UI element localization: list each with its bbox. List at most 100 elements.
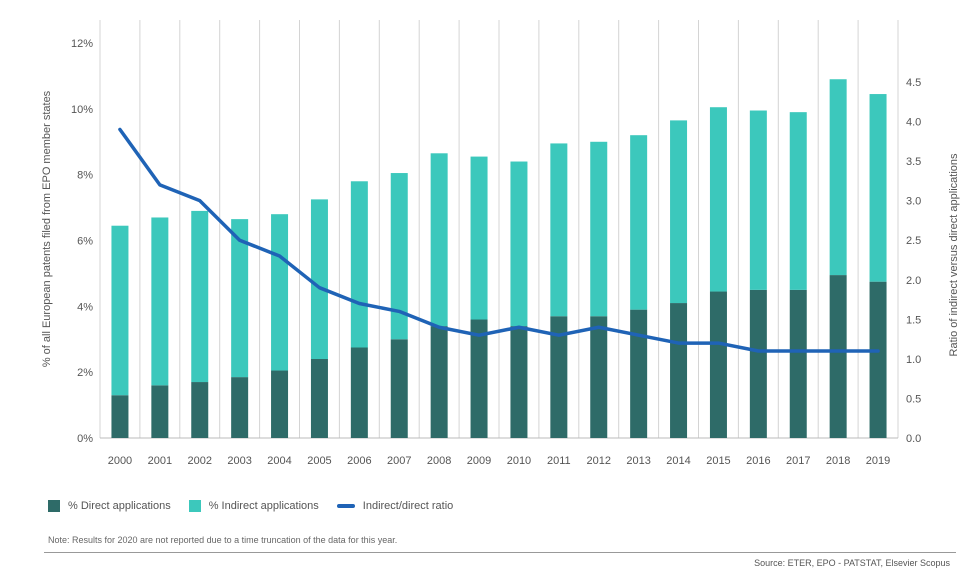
bar-indirect-2002 (191, 210, 209, 383)
bar-indirect-2014 (670, 120, 688, 304)
left-axis-ticks: 0% 2% 4% 6% 8% 10% 12% (71, 38, 93, 445)
y2-tick-label: 4.5 (906, 77, 921, 89)
x-axis-ticks: 2000 2001 2002 2003 2004 2005 2006 2007 2008 2009… (108, 455, 891, 467)
bar-direct-2001 (151, 385, 169, 438)
bar-direct-2019 (869, 281, 887, 438)
x-tick-label: 2010 (507, 455, 531, 467)
y-tick-label: 4% (77, 301, 93, 313)
y-tick-label: 0% (77, 433, 93, 445)
bar-direct-2005 (310, 359, 328, 438)
x-tick-label: 2013 (626, 455, 650, 467)
bar-direct-2009 (470, 319, 488, 438)
ratio-line (118, 127, 880, 353)
bar-indirect-2004 (271, 214, 289, 371)
bar-indirect-2017 (789, 112, 807, 290)
bar-direct-2000 (111, 395, 129, 438)
x-tick-label: 2001 (148, 455, 172, 467)
grid (99, 20, 899, 439)
x-tick-label: 2000 (108, 455, 132, 467)
x-tick-label: 2004 (267, 455, 291, 467)
x-tick-label: 2019 (866, 455, 890, 467)
legend-label-direct: % Direct applications (68, 500, 171, 512)
x-tick-label: 2018 (826, 455, 850, 467)
legend-label-ratio: Indirect/direct ratio (362, 500, 454, 512)
legend-item-direct: % Direct applications (48, 500, 171, 512)
y2-tick-label: 0.0 (906, 433, 921, 445)
chart-note: Note: Results for 2020 are not reported … (48, 535, 398, 545)
y-tick-label: 2% (77, 367, 93, 379)
y-tick-label: 6% (77, 236, 93, 248)
bar-indirect-2010 (510, 161, 528, 327)
x-tick-label: 2017 (786, 455, 810, 467)
legend-swatch-indirect (188, 500, 201, 512)
bar-direct-2004 (271, 370, 289, 438)
bar-indirect-2003 (231, 219, 249, 378)
x-tick-label: 2007 (387, 455, 411, 467)
x-tick-label: 2008 (427, 455, 451, 467)
bar-direct-2016 (749, 289, 767, 438)
x-tick-label: 2011 (547, 455, 571, 467)
bar-indirect-2019 (869, 94, 887, 282)
bar-indirect-2001 (151, 217, 169, 386)
bar-direct-2010 (510, 326, 528, 438)
bar-indirect-2013 (630, 135, 648, 310)
bar-direct-2006 (350, 347, 368, 438)
bar-indirect-2009 (470, 156, 488, 320)
y-tick-label: 10% (71, 104, 93, 116)
bar-indirect-2018 (829, 79, 847, 276)
divider (44, 552, 956, 553)
bar-direct-2007 (390, 339, 408, 438)
x-tick-label: 2002 (188, 455, 212, 467)
y2-tick-label: 3.0 (906, 196, 921, 208)
bar-indirect-2005 (310, 199, 328, 360)
bar-indirect-2011 (550, 143, 568, 317)
bar-direct-2012 (590, 316, 608, 438)
x-tick-label: 2015 (706, 455, 730, 467)
y2-tick-label: 4.0 (906, 117, 921, 129)
x-tick-label: 2016 (746, 455, 770, 467)
bar-direct-2008 (430, 326, 448, 438)
x-tick-label: 2009 (467, 455, 491, 467)
y2-tick-label: 2.0 (906, 275, 921, 287)
right-axis-ticks: 0.0 0.5 1.0 1.5 2.0 2.5 3.0 3.5 4.0 4.5 (906, 77, 921, 445)
bar-indirect-2012 (590, 141, 608, 317)
y2-tick-label: 2.5 (906, 235, 921, 247)
x-tick-label: 2003 (227, 455, 251, 467)
x-tick-label: 2006 (347, 455, 371, 467)
bar-direct-2002 (191, 382, 209, 438)
bar-indirect-2008 (430, 153, 448, 327)
y-axis-title: % of all European patents filed from EPO… (41, 90, 53, 367)
source-text: Source: ETER, EPO - PATSTAT, Elsevier Sc… (754, 558, 950, 568)
bar-direct-2015 (709, 291, 727, 438)
x-tick-label: 2012 (587, 455, 611, 467)
bar-indirect-2006 (350, 181, 368, 348)
legend-item-ratio: Indirect/direct ratio (336, 500, 454, 512)
y-tick-label: 12% (71, 38, 93, 50)
bar-direct-2011 (550, 316, 568, 438)
y2-axis-title: Ratio of indirect versus direct applicat… (948, 153, 960, 356)
bar-indirect-2016 (749, 110, 767, 290)
bar-direct-2017 (789, 289, 807, 438)
bar-indirect-2007 (390, 173, 408, 340)
bar-direct-2003 (231, 377, 249, 438)
ratio-line-path (118, 127, 880, 353)
legend: % Direct applications % Indirect applica… (48, 500, 471, 512)
chart: 0% 2% 4% 6% 8% 10% 12% 0.0 0.5 1.0 1.5 2.0 2.5 3.0 3.… (41, 20, 960, 467)
legend-swatch-direct (48, 500, 60, 512)
y-tick-label: 8% (77, 170, 93, 182)
bar-direct-2018 (829, 275, 847, 438)
bar-direct-2014 (670, 303, 688, 438)
x-tick-label: 2014 (666, 455, 690, 467)
bar-indirect-2015 (709, 107, 727, 292)
y2-tick-label: 1.5 (906, 314, 921, 326)
y2-tick-label: 3.5 (906, 156, 921, 168)
bars (111, 79, 887, 438)
bar-direct-2013 (630, 309, 648, 438)
legend-swatch-ratio (336, 504, 355, 508)
bar-indirect-2000 (111, 225, 129, 396)
x-tick-label: 2005 (307, 455, 331, 467)
legend-label-indirect: % Indirect applications (208, 500, 319, 512)
y2-tick-label: 0.5 (906, 393, 921, 405)
legend-item-indirect: % Indirect applications (188, 500, 319, 512)
y2-tick-label: 1.0 (906, 354, 921, 366)
